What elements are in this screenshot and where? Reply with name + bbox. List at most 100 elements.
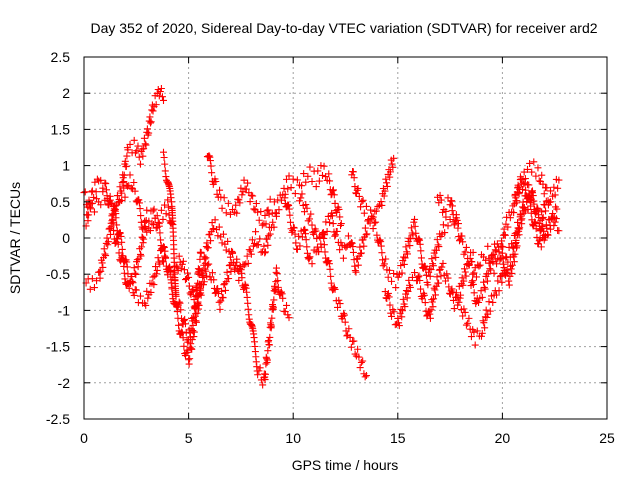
data-point xyxy=(212,178,220,186)
data-point xyxy=(296,242,304,250)
y-tick-label: -0.5 xyxy=(46,266,70,282)
data-point xyxy=(542,221,550,229)
data-point xyxy=(161,247,169,255)
data-point xyxy=(85,211,93,219)
data-point xyxy=(281,194,289,202)
x-axis-label: GPS time / hours xyxy=(292,457,399,473)
data-point xyxy=(429,262,437,270)
data-point xyxy=(166,267,174,275)
data-point xyxy=(137,252,145,260)
x-tick-label: 0 xyxy=(80,430,88,446)
data-point xyxy=(465,261,473,269)
data-point xyxy=(380,260,388,268)
data-point xyxy=(336,300,344,308)
data-point xyxy=(384,289,392,297)
data-point xyxy=(320,162,328,170)
data-point xyxy=(308,260,316,268)
data-point xyxy=(168,283,176,291)
data-point xyxy=(243,252,251,260)
data-point xyxy=(288,228,296,236)
data-point xyxy=(269,304,277,312)
data-point xyxy=(476,261,484,269)
data-point xyxy=(289,175,297,183)
data-point xyxy=(136,245,144,253)
data-point xyxy=(398,269,406,277)
data-point xyxy=(136,160,144,168)
data-point xyxy=(249,192,257,200)
data-point xyxy=(84,217,92,225)
data-point xyxy=(369,213,377,221)
data-point xyxy=(520,203,528,211)
data-point xyxy=(425,265,433,273)
data-point xyxy=(219,294,227,302)
data-point xyxy=(136,205,144,213)
data-point xyxy=(263,235,271,243)
data-point xyxy=(495,243,503,251)
data-point xyxy=(211,216,219,224)
data-point xyxy=(325,260,333,268)
data-point xyxy=(88,275,96,283)
data-point xyxy=(116,229,124,237)
data-point xyxy=(250,205,258,213)
data-point xyxy=(336,213,344,221)
data-point xyxy=(119,255,127,263)
data-point xyxy=(131,269,139,277)
data-point xyxy=(132,270,140,278)
data-point xyxy=(453,216,461,224)
data-point xyxy=(180,342,188,350)
data-point xyxy=(514,181,522,189)
data-point xyxy=(151,214,159,222)
data-point xyxy=(444,274,452,282)
data-point xyxy=(513,199,521,207)
x-tick-label: 20 xyxy=(495,430,511,446)
data-point xyxy=(268,322,276,330)
data-point xyxy=(480,319,488,327)
data-point xyxy=(176,299,184,307)
y-tick-label: -1.5 xyxy=(46,339,70,355)
data-point xyxy=(193,293,201,301)
data-point xyxy=(303,243,311,251)
data-point xyxy=(218,204,226,212)
data-point xyxy=(97,201,105,209)
series-sat-j xyxy=(381,248,477,330)
data-point xyxy=(312,227,320,235)
data-point xyxy=(293,176,301,184)
data-point xyxy=(361,224,369,232)
data-point xyxy=(344,232,352,240)
data-point xyxy=(377,242,385,250)
data-point xyxy=(111,205,119,213)
data-point xyxy=(320,241,328,249)
data-point xyxy=(459,238,467,246)
data-point xyxy=(542,207,550,215)
data-point xyxy=(284,201,292,209)
data-point xyxy=(254,208,262,216)
data-point xyxy=(469,277,477,285)
data-point xyxy=(359,236,367,244)
data-point xyxy=(222,209,230,217)
data-point xyxy=(244,179,252,187)
data-point xyxy=(417,285,425,293)
data-point xyxy=(101,250,109,258)
data-point xyxy=(414,273,422,281)
data-point xyxy=(154,218,162,226)
data-point xyxy=(149,207,157,215)
data-point xyxy=(530,197,538,205)
data-point xyxy=(504,223,512,231)
data-point xyxy=(147,288,155,296)
data-point xyxy=(118,245,126,253)
data-point xyxy=(335,296,343,304)
data-point xyxy=(90,284,98,292)
data-point xyxy=(345,325,353,333)
data-point xyxy=(362,231,370,239)
chart-title: Day 352 of 2020, Sidereal Day-to-day VTE… xyxy=(90,20,597,36)
data-point xyxy=(197,280,205,288)
data-point xyxy=(411,222,419,230)
data-point xyxy=(256,364,264,372)
data-point xyxy=(325,257,333,265)
data-point xyxy=(295,232,303,240)
data-point xyxy=(515,189,523,197)
data-point xyxy=(469,280,477,288)
data-point xyxy=(268,314,276,322)
data-point xyxy=(534,164,542,172)
data-point xyxy=(329,220,337,228)
